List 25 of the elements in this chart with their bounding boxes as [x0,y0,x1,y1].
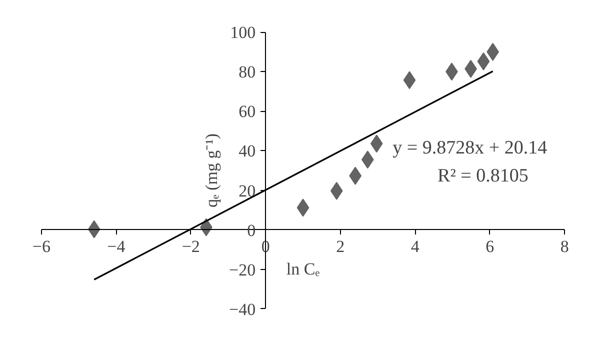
y-tick-label: −20 [229,260,256,280]
point [477,52,490,70]
annotation: R² = 0.8105 [438,165,528,186]
point [361,150,374,169]
point [370,134,383,153]
y-axis-title: qₑ (mg g⁻¹) [202,134,221,208]
y-tick-label: 60 [238,102,256,122]
y-tick-label: 20 [238,181,256,200]
y-tick-label: 40 [238,142,256,161]
x-tick-label: 6 [486,236,494,256]
x-tick-label: 2 [336,236,345,256]
annotation: y = 9.8728x + 20.14 [392,138,548,159]
x-tick-label: 8 [560,236,569,256]
point [403,71,416,90]
x-tick-label: −4 [107,236,126,256]
point [296,198,310,217]
x-axis-title: ln Cₑ [286,260,320,278]
x-tick-label: −2 [182,236,200,256]
y-tick-label: −40 [229,300,256,319]
y-tick-label: 80 [238,62,256,82]
point [88,220,100,238]
x-tick-label: 4 [410,236,420,256]
y-tick-label: 100 [230,23,256,42]
x-tick-label: −6 [32,236,50,256]
point [330,182,343,200]
